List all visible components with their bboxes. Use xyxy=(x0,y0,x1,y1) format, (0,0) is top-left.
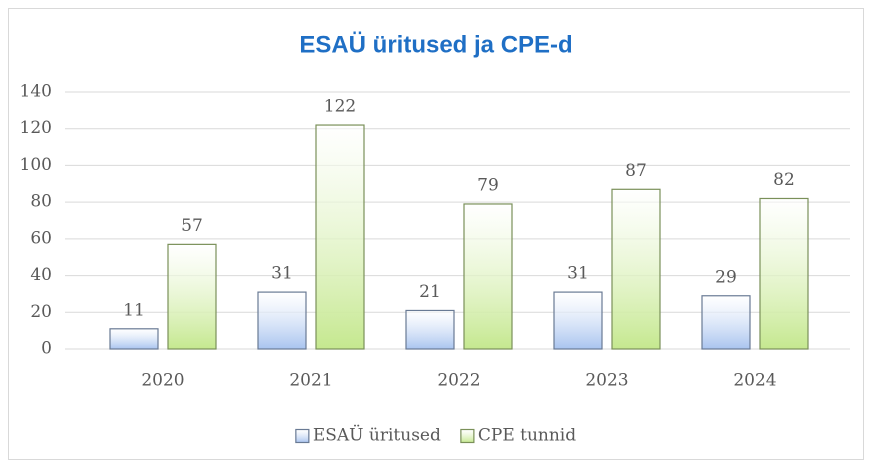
data-label: 82 xyxy=(773,170,795,190)
data-label: 21 xyxy=(419,282,441,302)
y-tick-label: 0 xyxy=(41,339,52,359)
y-tick-label: 80 xyxy=(30,192,52,212)
bar xyxy=(109,328,159,350)
y-tick-label: 20 xyxy=(30,302,52,322)
chart-border xyxy=(8,8,864,460)
data-label: 57 xyxy=(181,216,203,236)
legend-label: CPE tunnid xyxy=(478,426,576,446)
legend-swatch xyxy=(460,428,475,444)
bar xyxy=(315,124,365,350)
legend-swatch xyxy=(295,428,310,444)
x-tick-label: 2021 xyxy=(289,371,332,391)
x-tick-label: 2022 xyxy=(437,371,480,391)
chart-title: ESAÜ üritused ja CPE-d xyxy=(299,31,572,58)
data-label: 122 xyxy=(324,97,356,117)
data-label: 29 xyxy=(715,267,737,287)
bar xyxy=(167,243,217,350)
y-tick-label: 40 xyxy=(30,265,52,285)
bar xyxy=(611,188,661,350)
y-tick-label: 100 xyxy=(20,155,52,175)
bar xyxy=(701,295,751,350)
data-label: 11 xyxy=(123,300,145,320)
data-label: 87 xyxy=(625,161,647,181)
x-tick-label: 2023 xyxy=(585,371,628,391)
bar xyxy=(759,197,809,350)
x-tick-label: 2020 xyxy=(141,371,184,391)
data-label: 79 xyxy=(477,175,499,195)
y-tick-label: 140 xyxy=(20,82,52,102)
bar xyxy=(553,291,603,350)
bar xyxy=(257,291,307,350)
bar xyxy=(463,203,513,350)
data-label: 31 xyxy=(271,264,293,284)
legend-label: ESAÜ üritused xyxy=(313,425,441,446)
y-tick-label: 120 xyxy=(20,118,52,138)
y-tick-label: 60 xyxy=(30,228,52,248)
bar xyxy=(405,309,455,350)
data-label: 31 xyxy=(567,264,589,284)
x-tick-label: 2024 xyxy=(733,371,776,391)
